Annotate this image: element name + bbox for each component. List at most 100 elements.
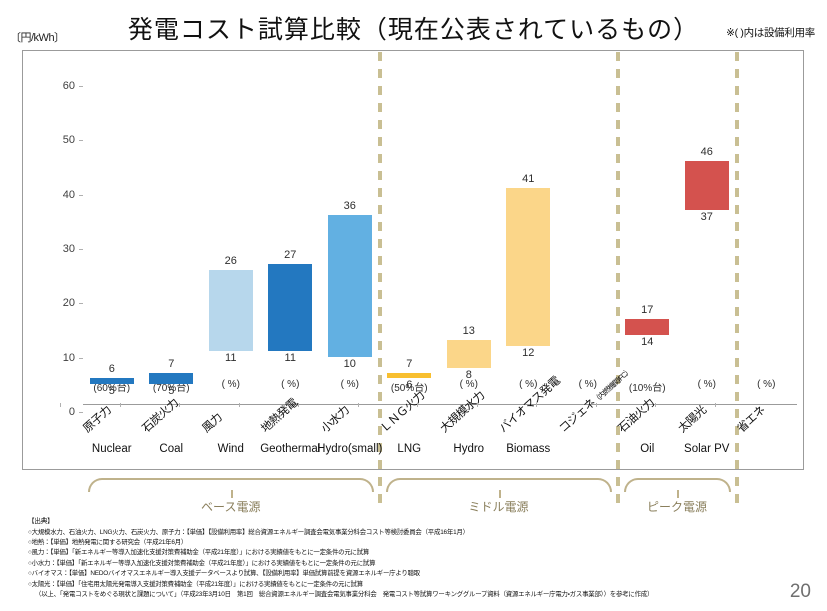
y-axis-tick-mark bbox=[79, 140, 83, 142]
group-brace bbox=[88, 478, 374, 492]
cost-range-bar bbox=[387, 372, 432, 379]
capacity-factor-label: ( %) bbox=[697, 379, 716, 390]
capacity-factor-label: ( %) bbox=[281, 379, 300, 390]
bar-low-value: 5 bbox=[168, 384, 175, 397]
x-axis-tick-mark bbox=[119, 403, 121, 407]
x-axis-label-en: Solar PV bbox=[684, 443, 730, 455]
cost-range-bar bbox=[446, 340, 491, 368]
title-footnote-note: ※( )内は設備利用率 bbox=[726, 27, 815, 39]
footnotes-block: 【出典】 ○大規模水力、石油火力、LNG火力、石炭火力、原子力：【単価】【設備利… bbox=[28, 517, 728, 600]
bar-high-value: 6 bbox=[108, 363, 115, 376]
bar-low-value: 37 bbox=[700, 211, 713, 224]
footnote-item: ○地熱：【単価】地熱発電に関する研究会（平成21年6月） bbox=[28, 539, 188, 547]
x-axis-tick-mark bbox=[298, 403, 299, 407]
capacity-factor-label: ( %) bbox=[340, 379, 359, 390]
group-separator bbox=[615, 52, 620, 507]
group-label: ピーク電源 bbox=[646, 500, 708, 514]
bar-low-value: 6 bbox=[406, 379, 413, 392]
bar-low-value: 14 bbox=[641, 335, 654, 348]
cost-range-bar bbox=[506, 188, 551, 346]
capacity-factor-label: (10%台) bbox=[628, 383, 666, 394]
bar-high-value: 36 bbox=[343, 200, 356, 213]
cost-range-bar bbox=[149, 372, 194, 384]
bar-high-value: 46 bbox=[700, 146, 713, 159]
group-brace-tail bbox=[498, 490, 501, 498]
x-axis-tick-mark bbox=[357, 403, 359, 407]
x-axis-tick-mark bbox=[536, 403, 537, 407]
capacity-factor-label: (70%台) bbox=[152, 383, 190, 394]
y-axis-unit-label: 〔円/kWh〕 bbox=[10, 32, 65, 44]
bar-high-value: 26 bbox=[224, 254, 237, 267]
bar-high-value: 17 bbox=[641, 303, 654, 316]
x-axis-tick-mark bbox=[60, 403, 61, 407]
y-axis-tick-mark bbox=[79, 249, 83, 251]
group-brace-tail bbox=[677, 490, 679, 498]
x-axis-label-en: Oil bbox=[640, 443, 655, 455]
capacity-factor-label: ( %) bbox=[221, 379, 240, 390]
group-separator bbox=[734, 52, 739, 507]
group-brace bbox=[623, 478, 731, 492]
bar-low-value: 8 bbox=[465, 368, 472, 381]
y-axis-tick-mark bbox=[79, 194, 83, 196]
x-axis-line bbox=[83, 404, 797, 405]
page-number: 20 bbox=[789, 581, 811, 602]
plot-area bbox=[83, 59, 797, 404]
x-axis-tick-mark bbox=[417, 403, 418, 407]
y-axis-tick-label: 60 bbox=[62, 80, 75, 93]
x-axis-label-en: Wind bbox=[217, 443, 244, 455]
x-axis-tick-mark bbox=[714, 403, 716, 407]
capacity-factor-label: (50%台) bbox=[390, 383, 428, 394]
x-axis-tick-mark bbox=[238, 403, 240, 407]
y-axis-tick-label: 20 bbox=[62, 297, 75, 310]
cost-range-bar bbox=[625, 318, 670, 335]
x-axis-tick-mark bbox=[179, 403, 180, 407]
cost-range-bar bbox=[327, 215, 372, 357]
x-axis-label-en: Coal bbox=[159, 443, 184, 455]
footnote-item: ○バイオマス：【単価】NEDOバイオマスエネルギー導入支援データベースより試算、… bbox=[28, 570, 420, 578]
bar-high-value: 7 bbox=[406, 357, 413, 370]
y-axis-tick-label: 50 bbox=[62, 134, 75, 147]
x-axis-tick-mark bbox=[655, 403, 656, 407]
bar-low-value: 5 bbox=[108, 384, 115, 397]
footnotes-heading: 【出典】 bbox=[28, 518, 54, 525]
x-axis-label-en: Geothermal bbox=[260, 443, 321, 455]
cost-range-bar bbox=[268, 264, 313, 352]
y-axis-tick-label: 0 bbox=[68, 406, 75, 418]
y-axis-tick-mark bbox=[79, 86, 83, 88]
y-axis-tick-label: 10 bbox=[62, 351, 75, 364]
y-axis-tick-label: 40 bbox=[62, 188, 75, 201]
x-axis-label-en: LNG bbox=[397, 443, 422, 455]
bar-low-value: 11 bbox=[225, 352, 237, 365]
capacity-factor-label: (60%台) bbox=[93, 383, 131, 394]
capacity-factor-label: ( %) bbox=[578, 379, 597, 390]
bar-high-value: 13 bbox=[462, 325, 475, 338]
footnote-item: ○小水力：【単価】「新エネルギー等導入加速化支援対策費補助金（平成21年度）」に… bbox=[28, 559, 376, 567]
group-label: ベース電源 bbox=[201, 500, 261, 514]
footnotes-source-line: （以上、「発電コストをめぐる現状と課題について」（平成23年3月10日 第1回 … bbox=[35, 590, 654, 598]
cost-range-bar bbox=[89, 378, 134, 384]
chart-frame: 0 10 20 30 40 50 60 bbox=[22, 50, 804, 470]
y-axis-tick-mark bbox=[79, 412, 83, 413]
x-axis-label-en: Biomass bbox=[506, 443, 551, 455]
footnotes-list: ○大規模水力、石油火力、LNG火力、石炭火力、原子力：【単価】【設備利用率】総合… bbox=[28, 528, 728, 590]
group-brace-tail bbox=[230, 490, 233, 498]
cost-range-bar bbox=[684, 161, 729, 211]
bar-high-value: 27 bbox=[284, 249, 297, 262]
group-brace bbox=[385, 478, 612, 492]
footnote-item: ○大規模水力、石油火力、LNG火力、石炭火力、原子力：【単価】【設備利用率】総合… bbox=[28, 528, 469, 536]
x-axis-label-en: Nuclear bbox=[91, 443, 132, 455]
bar-high-value: 41 bbox=[522, 173, 535, 186]
x-axis-label-en: Hydro(small) bbox=[317, 443, 383, 455]
cost-range-bar bbox=[208, 269, 253, 352]
footnote-item: ○太陽光：【単価】「住宅用太陽光発電導入支援対策費補助金（平成21年度）」におけ… bbox=[28, 580, 363, 588]
y-axis-tick-mark bbox=[79, 303, 83, 305]
capacity-factor-label: ( %) bbox=[519, 379, 538, 390]
page-title: 発電コスト試算比較（現在公表されているもの） bbox=[127, 16, 700, 44]
bar-low-value: 11 bbox=[284, 352, 296, 365]
bar-low-value: 12 bbox=[522, 346, 535, 359]
footnote-item: ○風力：【単価】「新エネルギー等導入加速化支援対策費補助金（平成21年度）」にお… bbox=[28, 549, 370, 557]
bar-high-value: 7 bbox=[168, 357, 175, 370]
capacity-factor-label: ( %) bbox=[757, 379, 776, 390]
group-separator bbox=[377, 52, 382, 507]
bar-low-value: 10 bbox=[343, 357, 356, 370]
